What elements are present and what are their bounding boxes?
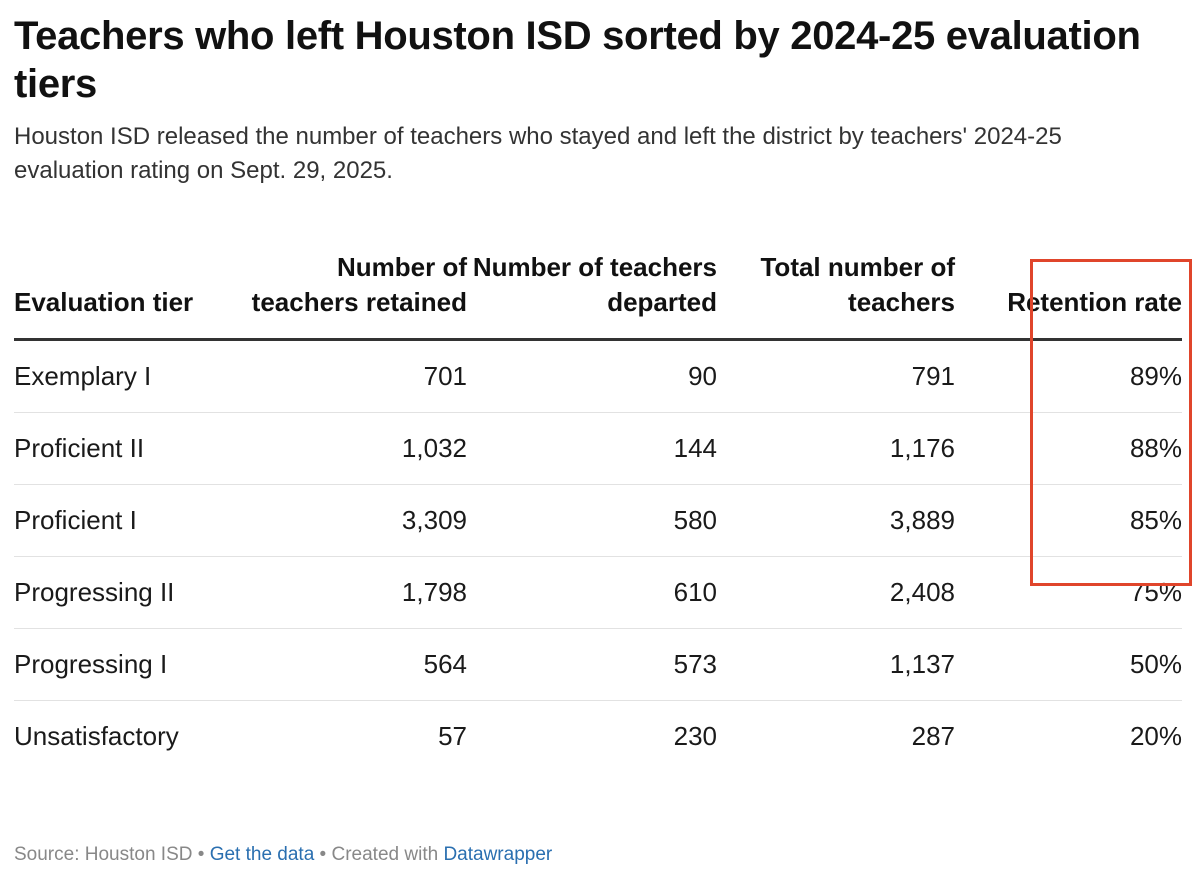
- cell-evaluation-tier: Proficient I: [14, 484, 234, 557]
- cell-total: 2,408: [717, 556, 955, 629]
- cell-departed: 580: [467, 484, 717, 557]
- get-the-data-link[interactable]: Get the data: [209, 844, 315, 865]
- cell-retained: 701: [234, 339, 467, 413]
- cell-evaluation-tier: Exemplary I: [14, 339, 234, 413]
- cell-total: 1,176: [717, 412, 955, 485]
- cell-retained: 1,032: [234, 412, 467, 485]
- table-header-row: Evaluation tier Number of teachers retai…: [14, 250, 1182, 341]
- data-table: Evaluation tier Number of teachers retai…: [14, 250, 1182, 772]
- footer-separator: •: [192, 844, 210, 865]
- cell-total: 3,889: [717, 484, 955, 557]
- cell-total: 287: [911, 721, 955, 751]
- table-row: Unsatisfactory 57 230 287 20%: [14, 701, 1182, 773]
- cell-evaluation-tier: Unsatisfactory: [14, 721, 179, 751]
- cell-evaluation-tier: Progressing I: [14, 628, 234, 701]
- cell-departed: 573: [467, 628, 717, 701]
- cell-evaluation-tier: Proficient II: [14, 412, 234, 485]
- table-row: Proficient II 1,032 144 1,176 88%: [14, 412, 1182, 485]
- cell-departed: 230: [673, 721, 717, 751]
- column-header-total[interactable]: Total number of teachers: [717, 250, 955, 341]
- cell-departed: 610: [467, 556, 717, 629]
- table-row: Progressing I 564 573 1,137 50%: [14, 628, 1182, 701]
- footer-separator: •: [314, 844, 332, 865]
- datawrapper-link[interactable]: Datawrapper: [443, 844, 553, 865]
- cell-retention-rate: 89%: [955, 339, 1182, 413]
- chart-container: Teachers who left Houston ISD sorted by …: [14, 12, 1186, 751]
- cell-total: 1,137: [717, 628, 955, 701]
- cell-retained: 3,309: [234, 484, 467, 557]
- column-header-retention-rate[interactable]: Retention rate: [955, 250, 1182, 341]
- cell-retention-rate: 85%: [955, 484, 1182, 557]
- cell-retention-rate: 50%: [955, 628, 1182, 701]
- column-header-evaluation-tier[interactable]: Evaluation tier: [14, 250, 234, 341]
- cell-retained: 564: [234, 628, 467, 701]
- chart-footer: Source: Houston ISD • Get the data • Cre…: [14, 842, 552, 868]
- chart-title: Teachers who left Houston ISD sorted by …: [14, 14, 1141, 106]
- cell-total: 791: [717, 339, 955, 413]
- chart-subtitle: Houston ISD released the number of teach…: [14, 123, 1062, 184]
- cell-evaluation-tier: Progressing II: [14, 556, 234, 629]
- cell-departed: 90: [467, 339, 717, 413]
- column-header-retained[interactable]: Number of teachers retained: [234, 250, 467, 341]
- cell-retention-rate: 88%: [955, 412, 1182, 485]
- source-note: Source: Houston ISD: [14, 844, 193, 865]
- cell-retained: 57: [438, 721, 467, 751]
- cell-retention-rate: 20%: [1129, 721, 1182, 751]
- table-row: Proficient I 3,309 580 3,889 85%: [14, 484, 1182, 557]
- cell-departed: 144: [467, 412, 717, 485]
- created-with-label: Created with: [331, 844, 444, 865]
- table-row: Progressing II 1,798 610 2,408 75%: [14, 556, 1182, 629]
- cell-retention-rate: 75%: [955, 556, 1182, 629]
- cell-retained: 1,798: [234, 556, 467, 629]
- table-row: Exemplary I 701 90 791 89%: [14, 339, 1182, 413]
- column-header-departed[interactable]: Number of teachers departed: [467, 250, 717, 341]
